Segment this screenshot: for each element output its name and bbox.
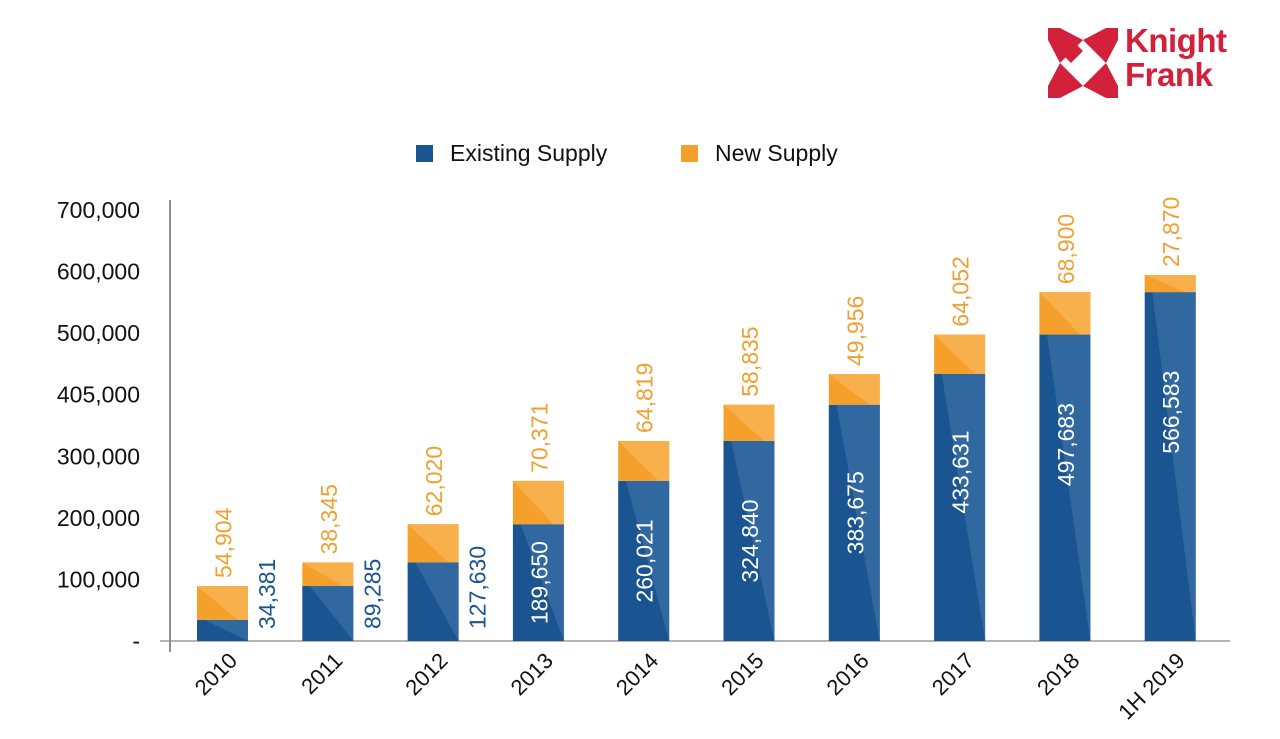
bar-existing-shade bbox=[1047, 334, 1091, 641]
emblem-notch-bottom bbox=[1060, 86, 1106, 98]
bar-existing-shade bbox=[204, 619, 248, 641]
y-tick-label: 405,000 bbox=[57, 382, 140, 408]
data-label-new-supply: 70,371 bbox=[526, 403, 552, 473]
data-label-existing-supply: 127,630 bbox=[465, 546, 491, 629]
data-label-new-supply: 54,904 bbox=[211, 507, 237, 578]
logo-wordmark: Knight Frank bbox=[1125, 22, 1227, 93]
bar-existing-shade bbox=[1152, 292, 1196, 641]
data-label-new-supply: 58,835 bbox=[737, 326, 763, 396]
data-label-existing-supply: 324,840 bbox=[737, 499, 763, 582]
data-label-existing-supply: 566,583 bbox=[1158, 371, 1184, 454]
bar-new-shade bbox=[828, 374, 880, 405]
chart-legend: Existing Supply New Supply bbox=[0, 140, 1280, 170]
bar-existing-shade bbox=[836, 404, 880, 641]
logo-line-1: Knight bbox=[1125, 22, 1227, 59]
legend-item-new-supply: New Supply bbox=[681, 140, 838, 167]
data-label-existing-supply: 89,285 bbox=[359, 559, 385, 629]
knight-frank-emblem-icon bbox=[1048, 28, 1118, 98]
data-label-existing-supply: 34,381 bbox=[254, 559, 280, 629]
data-label-new-supply: 27,870 bbox=[1158, 197, 1184, 267]
y-tick-label: 100,000 bbox=[57, 566, 140, 592]
bar-new-shade bbox=[1144, 274, 1196, 293]
bar-new-shade bbox=[407, 524, 459, 563]
knight-frank-logo: Knight Frank bbox=[1048, 24, 1238, 100]
data-label-existing-supply: 433,631 bbox=[948, 430, 974, 513]
y-tick-label: 600,000 bbox=[57, 259, 140, 285]
bar-existing-shade bbox=[309, 586, 354, 641]
legend-swatch-new bbox=[681, 145, 698, 162]
legend-label-new: New Supply bbox=[715, 140, 838, 166]
data-label-existing-supply: 383,675 bbox=[842, 471, 868, 554]
bar-existing-shade bbox=[415, 562, 459, 641]
bar-new-shade bbox=[934, 334, 986, 375]
data-label-new-supply: 49,956 bbox=[842, 296, 868, 366]
emblem-notch-right bbox=[1106, 40, 1118, 86]
emblem-notch-left bbox=[1048, 40, 1060, 86]
legend-swatch-existing bbox=[416, 145, 433, 162]
bar-existing-shade bbox=[625, 480, 670, 641]
y-tick-label: 500,000 bbox=[57, 320, 140, 346]
data-label-new-supply: 68,900 bbox=[1053, 214, 1079, 284]
y-tick-label: 700,000 bbox=[57, 197, 140, 223]
emblem-corner-tl bbox=[1048, 28, 1083, 63]
data-label-existing-supply: 497,683 bbox=[1053, 403, 1079, 486]
x-tick-label: 2016 bbox=[822, 648, 874, 700]
data-label-existing-supply: 260,021 bbox=[632, 519, 658, 602]
x-tick-label: 2011 bbox=[296, 648, 347, 699]
x-tick-label: 2013 bbox=[506, 648, 558, 700]
data-label-new-supply: 38,345 bbox=[316, 484, 342, 554]
y-tick-label: - bbox=[132, 628, 140, 654]
x-tick-label: 2010 bbox=[190, 648, 242, 700]
legend-label-existing: Existing Supply bbox=[450, 140, 608, 166]
logo-line-2: Frank bbox=[1125, 56, 1213, 93]
data-label-new-supply: 64,052 bbox=[948, 256, 974, 326]
bar-new-shade bbox=[512, 480, 564, 525]
bar-new-shade bbox=[197, 586, 248, 620]
bar-existing-shade bbox=[941, 374, 986, 641]
legend-item-existing-supply: Existing Supply bbox=[416, 140, 607, 167]
y-tick-label: 300,000 bbox=[57, 443, 140, 469]
bar-new-shade bbox=[618, 440, 670, 481]
bar-new-shade bbox=[1039, 292, 1091, 335]
x-tick-label: 1H 2019 bbox=[1113, 648, 1190, 725]
x-tick-label: 2014 bbox=[611, 648, 663, 700]
y-tick-label: 200,000 bbox=[57, 505, 140, 531]
data-label-new-supply: 64,819 bbox=[632, 363, 658, 433]
x-tick-label: 2018 bbox=[1032, 648, 1084, 700]
bar-new-shade bbox=[723, 404, 775, 441]
data-label-new-supply: 62,020 bbox=[421, 446, 447, 516]
x-tick-label: 2015 bbox=[716, 648, 768, 700]
bar-existing-shade bbox=[520, 524, 564, 641]
x-tick-label: 2017 bbox=[927, 648, 979, 700]
bar-existing-shade bbox=[731, 440, 775, 641]
emblem-notch-top bbox=[1060, 28, 1106, 40]
data-label-existing-supply: 189,650 bbox=[526, 541, 552, 624]
bar-new-shade bbox=[302, 562, 354, 587]
x-tick-label: 2012 bbox=[400, 648, 452, 700]
